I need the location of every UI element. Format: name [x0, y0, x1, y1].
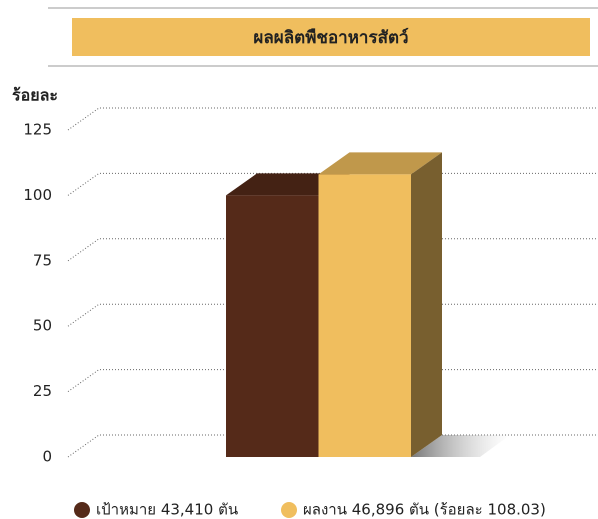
bar-side: [411, 152, 442, 457]
y-tick-label: 50: [33, 317, 52, 335]
grid-line: [67, 369, 598, 393]
bar: [318, 174, 411, 457]
legend-label: เป้าหมาย 43,410 ตัน: [96, 501, 238, 519]
y-tick-label: 100: [23, 186, 52, 204]
grid-line: [67, 303, 598, 327]
grid-line: [67, 434, 598, 458]
legend-swatch: [74, 502, 90, 518]
floor-shadow: [411, 435, 510, 457]
bar-top: [318, 152, 442, 175]
y-tick-label: 25: [33, 382, 52, 400]
bar: [226, 195, 319, 457]
y-axis-label: ร้อยละ: [12, 86, 58, 105]
y-tick-label: 0: [42, 448, 52, 466]
legend-label: ผลงาน 46,896 ตัน (ร้อยละ 108.03): [303, 501, 546, 519]
title-band: [72, 18, 590, 56]
grid-line: [67, 238, 598, 262]
y-tick-label: 75: [33, 251, 52, 269]
legend-swatch: [281, 502, 297, 518]
grid-line: [67, 107, 598, 131]
chart-title: ผลผลิตพืชอาหารสัตว์: [253, 27, 408, 48]
grid-line: [67, 172, 598, 196]
y-tick-label: 125: [23, 121, 52, 139]
